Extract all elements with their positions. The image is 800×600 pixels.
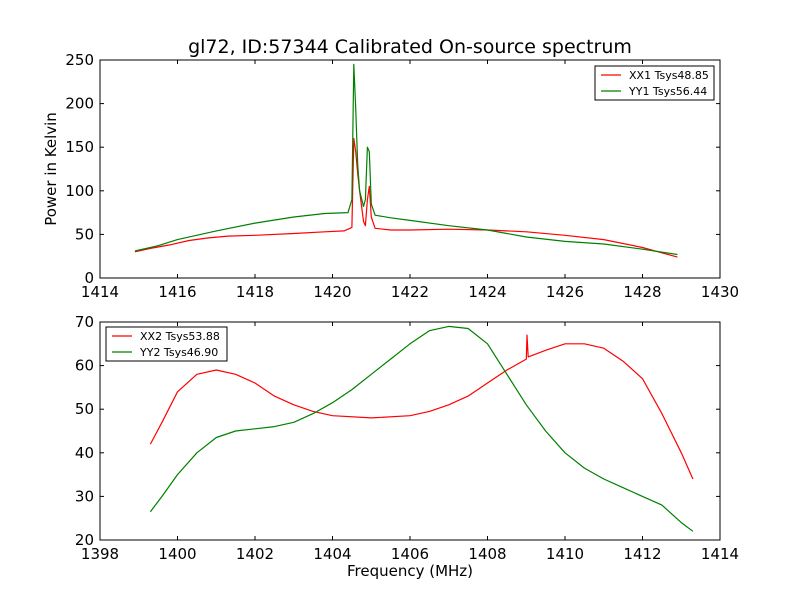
- legend-box: [105, 326, 228, 362]
- y-tick-label: 50: [75, 400, 94, 418]
- y-tick-label: 0: [84, 269, 94, 287]
- x-tick-label: 1420: [313, 283, 351, 301]
- x-tick-label: 1408: [468, 545, 506, 563]
- bottom-panel-ticks: 1398 1400 1402 1404 1406 1408 1410 1412 1414 20 30…: [75, 313, 739, 563]
- x-tick-label: 1398: [81, 545, 119, 563]
- x-tick-label: 1418: [236, 283, 274, 301]
- x-tick-label: 1426: [546, 283, 584, 301]
- x-tick-label: 1404: [313, 545, 351, 563]
- bottom-panel-series: [149, 325, 694, 532]
- top-panel-series: [134, 63, 678, 258]
- y-tick-label: 100: [65, 182, 94, 200]
- y-tick-label: 250: [65, 51, 94, 69]
- x-tick-label: 1414: [701, 545, 739, 563]
- y-tick-label: 150: [65, 138, 94, 156]
- chart-title: gl72, ID:57344 Calibrated On-source spec…: [188, 36, 632, 58]
- legend-label: YY1 Tsys56.44: [628, 85, 707, 98]
- x-tick-label: 1402: [236, 545, 274, 563]
- top-panel-ticks: 1414 1416 1418 1420 1422 1424 1426 1428 1430 0 50 1…: [65, 51, 739, 301]
- x-tick-label: 1422: [391, 283, 429, 301]
- bottom-series-1-line: [149, 334, 694, 480]
- y-tick-label: 30: [75, 487, 94, 505]
- top-panel-ylabel: Power in Kelvin: [42, 112, 60, 226]
- legend-label: XX1 Tsys48.85: [629, 69, 709, 82]
- x-tick-label: 1410: [546, 545, 584, 563]
- y-tick-label: 40: [75, 444, 94, 462]
- x-tick-label: 1430: [701, 283, 739, 301]
- top-series-1-line: [134, 137, 678, 258]
- x-tick-label: 1424: [468, 283, 506, 301]
- y-tick-label: 200: [65, 95, 94, 113]
- legend-label: YY2 Tsys46.90: [139, 346, 218, 359]
- bottom-panel-legend: XX2 Tsys53.88 YY2 Tsys46.90: [105, 326, 228, 362]
- x-tick-label: 1412: [623, 545, 661, 563]
- x-tick-label: 1428: [623, 283, 661, 301]
- x-tick-label: 1414: [81, 283, 119, 301]
- y-tick-label: 50: [75, 225, 94, 243]
- top-series-2-line: [134, 63, 678, 256]
- top-panel-legend: XX1 Tsys48.85 YY1 Tsys56.44: [594, 65, 715, 101]
- legend-box: [594, 65, 715, 101]
- y-tick-label: 20: [75, 531, 94, 549]
- legend-label: XX2 Tsys53.88: [140, 330, 220, 343]
- bottom-panel-xlabel: Frequency (MHz): [347, 562, 473, 580]
- x-tick-label: 1400: [158, 545, 196, 563]
- x-tick-label: 1406: [391, 545, 429, 563]
- bottom-panel: 1398 1400 1402 1404 1406 1408 1410 1412 1414 20 30…: [75, 313, 739, 580]
- bottom-series-2-line: [149, 325, 694, 532]
- y-tick-label: 60: [75, 357, 94, 375]
- y-tick-label: 70: [75, 313, 94, 331]
- top-panel: 1414 1416 1418 1420 1422 1424 1426 1428 1430 0 50 1…: [42, 51, 739, 301]
- x-tick-label: 1416: [158, 283, 196, 301]
